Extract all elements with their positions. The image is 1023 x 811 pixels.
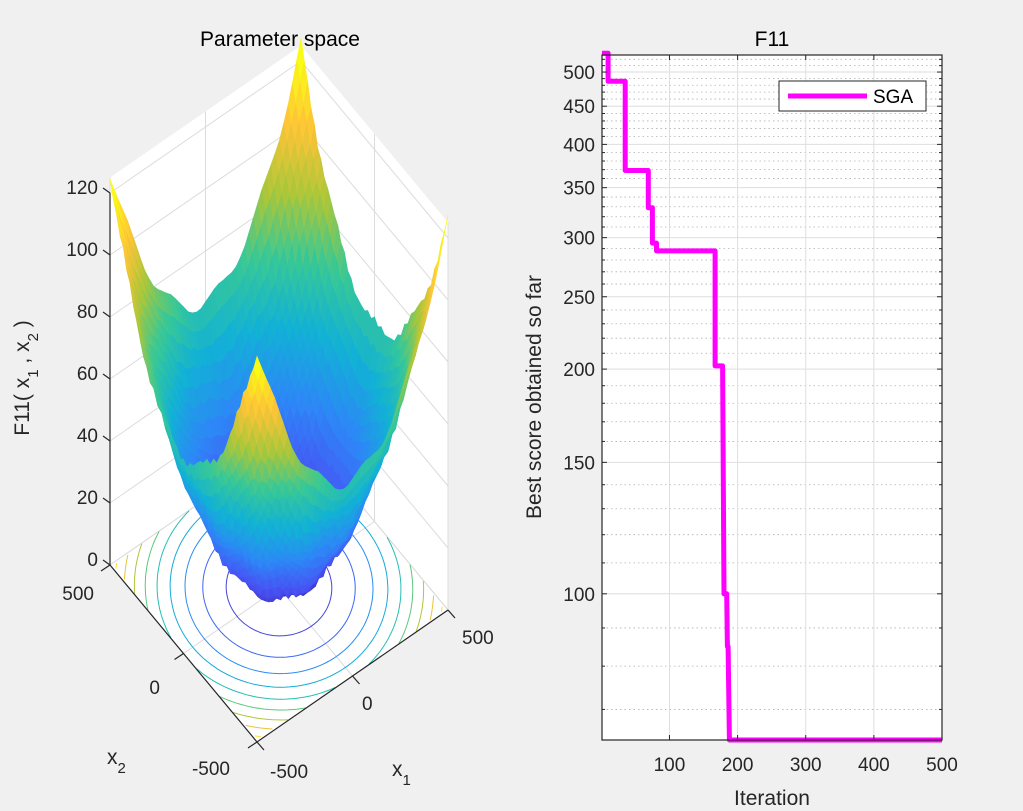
plot-area [602,55,942,740]
contour-line [233,712,289,721]
x-tick-label: 100 [654,755,686,776]
y-tick-label: 350 [563,179,595,200]
axes-walls [110,45,448,742]
x1-axis-label: x1 [392,758,411,789]
convergence-title: F11 [755,28,790,51]
axes-ticks: 0 20 40 60 80 100 120 -500 0 500 -500 0 500 [62,178,493,783]
x-tick-label: 200 [722,755,754,776]
x2-tick [247,741,258,749]
x2-tick-label: 0 [149,678,160,699]
z-tick [102,497,111,504]
z-axis-label: F11( x1 , x2 ) [11,320,42,436]
x1-tick [256,741,265,751]
contour-line [429,595,435,621]
x1-tick [447,609,456,619]
contour-line [440,606,443,612]
z-tick-label: 60 [77,364,98,385]
surface-patch [253,355,262,381]
z-tick [102,435,111,442]
x-tick-label: 400 [858,755,890,776]
contour-line [115,563,118,569]
series-line-sga [602,50,942,743]
contour-line [245,724,273,730]
contour-line [144,531,160,611]
y-axis-label: Best score obtained so far [523,275,546,519]
x2-axis-label: x2 [107,746,126,777]
convergence-plot: 100 150 200 250 300 350 400 450 500 100 200 300 400 5… [523,28,958,810]
x1-tick-label: 0 [362,694,373,715]
y-tick-label: 500 [563,63,595,84]
contour-line [415,581,425,632]
z-tick [102,373,111,380]
z-tick [102,187,111,194]
x1-tick-label: -500 [270,762,308,783]
z-tick-label: 20 [77,488,98,509]
x-tick-label: 500 [926,755,958,776]
surface-mesh [109,37,449,603]
z-tick-label: 0 [87,550,98,571]
x2-tick-label: -500 [192,759,230,780]
z-tick-label: 80 [77,302,98,323]
axis-ticks: 100 150 200 250 300 350 400 450 500 100 200 300 400 5… [563,55,958,776]
z-tick [102,559,111,566]
y-tick-label: 100 [563,585,595,606]
z-tick [102,249,111,256]
z-tick [102,311,111,318]
contour-line [219,695,306,711]
contour-line [133,543,143,594]
y-tick-label: 450 [563,97,595,118]
x2-tick [100,564,111,572]
z-tick-label: 40 [77,426,98,447]
x1-tick-label: 500 [462,628,494,649]
surface-plot: 0 20 40 60 80 100 120 -500 0 500 -500 0 500 Paramete… [11,28,494,789]
contour-line [368,537,402,665]
x2-grid-line [183,134,375,654]
x1-tick [352,675,360,685]
x2-tick [174,653,184,660]
y-tick-label: 250 [563,288,595,309]
y-tick-label: 400 [563,135,595,156]
contour-line [398,564,414,644]
surface-title: Parameter space [200,28,360,51]
x2-tick-label: 500 [62,584,94,605]
z-tick-label: 100 [66,240,98,261]
legend[interactable]: SGA [778,80,927,112]
legend-label-sga: SGA [873,87,913,108]
contour-line [156,510,190,638]
contour-line [254,735,261,738]
plot-frame [601,54,943,741]
y-tick-label: 150 [563,453,595,474]
y-tick-label: 200 [563,360,595,381]
x-axis-label: Iteration [734,787,810,810]
x-tick-label: 300 [790,755,822,776]
contour-line [196,668,336,700]
y-tick-label: 300 [563,229,595,250]
z-tick-label: 120 [66,178,98,199]
contour-line [123,554,129,580]
series-sga [602,50,942,743]
